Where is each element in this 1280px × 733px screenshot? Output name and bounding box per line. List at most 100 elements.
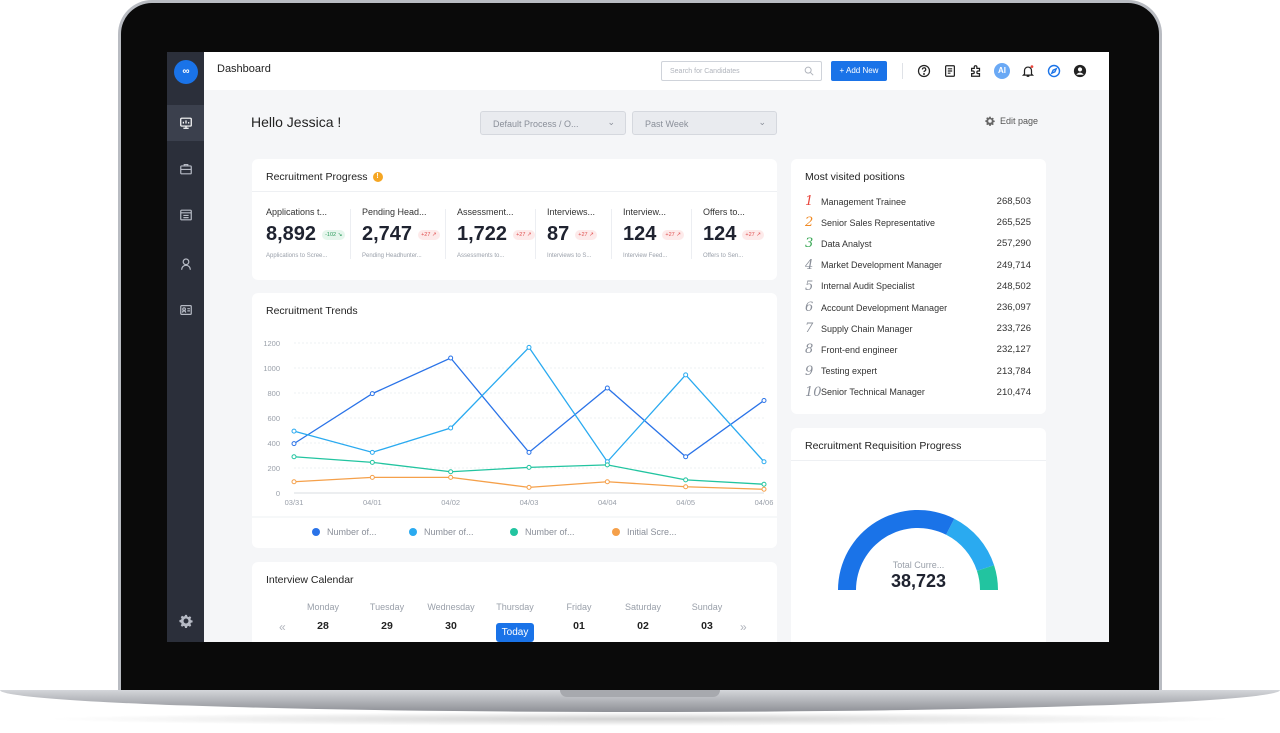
card-title: Recruitment Progress ! [266,171,383,183]
position-row[interactable]: 4 Market Development Manager 249,714 [805,255,1031,276]
calendar-day[interactable]: Wednesday 30 [421,602,481,632]
plugins-button[interactable] [968,63,984,79]
app-logo[interactable]: ∞ [174,60,198,84]
position-row[interactable]: 6 Account Development Manager 236,097 [805,297,1031,318]
explore-button[interactable] [1046,63,1062,79]
data-point[interactable] [369,391,375,397]
data-point[interactable] [448,355,454,361]
sidebar-item-candidates[interactable] [167,246,204,282]
account-button[interactable] [1072,63,1088,79]
data-point[interactable] [761,481,767,487]
trend-chart: 0 200 400 600 800 1000 1200 03/31 04/01 04/02 04/0… [252,339,777,518]
data-point[interactable] [369,459,375,465]
sidebar-item-dashboard[interactable] [167,105,204,141]
calendar-day[interactable]: Monday 28 [293,602,353,632]
calendar-prev-button[interactable]: « [279,620,286,634]
calendar-day[interactable]: Tuesday 29 [357,602,417,632]
legend-label: Number of... [424,527,474,537]
position-rank: 9 [805,363,814,379]
position-row[interactable]: 9 Testing expert 213,784 [805,361,1031,382]
data-point[interactable] [604,479,610,485]
data-point[interactable] [291,441,297,447]
position-row[interactable]: 1 Management Trainee 268,503 [805,191,1031,212]
data-point[interactable] [761,486,767,492]
position-row[interactable]: 8 Front-end engineer 232,127 [805,339,1031,360]
calendar-day[interactable]: Friday 01 [549,602,609,632]
data-point[interactable] [448,469,454,475]
data-point[interactable] [291,454,297,460]
position-row[interactable]: 10 Senior Technical Manager 210,474 [805,382,1031,403]
data-point[interactable] [526,464,532,470]
process-select-value: Default Process / O... [493,119,579,129]
metric-sub-label: Interviews to S... [547,253,592,259]
data-point[interactable] [526,344,532,350]
help-button[interactable] [916,63,932,79]
ai-assistant-button[interactable]: AI [994,63,1010,79]
x-tick-label: 04/02 [441,498,460,507]
metric-item[interactable]: Offers to... 124 +27 ↗ Offers to Sen... [703,207,793,259]
search-icon[interactable] [804,66,814,76]
gauge-segment [838,510,955,590]
calendar-day[interactable]: Saturday 02 [613,602,673,632]
list-icon [179,209,192,221]
process-select[interactable]: Default Process / O... ⌄ [480,111,626,135]
sidebar-item-jobs[interactable] [167,151,204,187]
period-select-value: Past Week [645,119,689,129]
data-point[interactable] [604,385,610,391]
info-icon[interactable]: ! [372,172,383,182]
sidebar-item-list[interactable] [167,197,204,233]
position-row[interactable]: 2 Senior Sales Representative 265,525 [805,212,1031,233]
data-point[interactable] [448,474,454,480]
metric-item[interactable]: Assessment... 1,722 +27 ↗ Assessments to... [457,207,547,259]
data-point[interactable] [683,372,689,378]
legend-item[interactable]: Number of... [409,527,474,537]
sidebar-item-settings[interactable] [167,603,204,639]
data-point[interactable] [369,449,375,455]
legend-item[interactable]: Number of... [312,527,377,537]
metric-item[interactable]: Applications t... 8,892 -102 ↘ Applications… [266,207,356,259]
notifications-button[interactable] [1020,63,1036,79]
search-input[interactable]: Search for Candidates [661,61,822,81]
data-point[interactable] [683,477,689,483]
requisition-gauge [838,510,998,590]
data-point[interactable] [526,449,532,455]
bell-icon [1021,65,1035,77]
metric-item[interactable]: Interview... 124 +27 ↗ Interview Feed... [623,207,713,259]
data-point[interactable] [761,398,767,403]
documents-button[interactable] [942,63,958,79]
edit-page-button[interactable]: Edit page [985,116,1038,126]
position-row[interactable]: 3 Data Analyst 257,290 [805,233,1031,254]
period-select[interactable]: Past Week ⌄ [632,111,777,135]
calendar-next-button[interactable]: » [740,620,747,634]
data-point[interactable] [761,459,767,465]
position-row[interactable]: 7 Supply Chain Manager 233,726 [805,318,1031,339]
position-row[interactable]: 5 Internal Audit Specialist 248,502 [805,276,1031,297]
requisition-progress-title: Recruitment Requisition Progress [805,440,962,452]
legend-item[interactable]: Initial Scre... [612,527,677,537]
metric-item[interactable]: Pending Head... 2,747 +27 ↗ Pending Headhun… [362,207,452,259]
position-count: 232,127 [996,344,1031,356]
calendar-day[interactable]: Sunday 03 [677,602,737,632]
data-point[interactable] [683,484,689,490]
legend-item[interactable]: Number of... [510,527,575,537]
y-tick-label: 600 [267,414,280,423]
y-tick-label: 800 [267,389,280,398]
calendar-day[interactable]: Thursday Today [485,602,545,642]
metric-divider [535,209,536,259]
add-new-button[interactable]: + Add New [831,61,887,81]
metric-delta-badge: +27 ↗ [575,229,597,240]
data-point[interactable] [448,425,454,431]
metric-item[interactable]: Interviews... 87 +27 ↗ Interviews to S... [547,207,637,259]
data-point[interactable] [683,454,689,460]
sidebar-item-profiles[interactable] [167,292,204,328]
metric-value: 8,892 [266,223,317,245]
data-point[interactable] [369,474,375,480]
data-point[interactable] [291,428,297,434]
metric-sub-label: Offers to Sen... [703,253,744,259]
data-point[interactable] [526,484,532,490]
gear-icon [985,116,995,126]
position-count: 210,474 [996,386,1031,398]
data-point[interactable] [291,479,297,485]
calendar-date-wrap: 03 [677,620,737,632]
data-point[interactable] [604,462,610,468]
